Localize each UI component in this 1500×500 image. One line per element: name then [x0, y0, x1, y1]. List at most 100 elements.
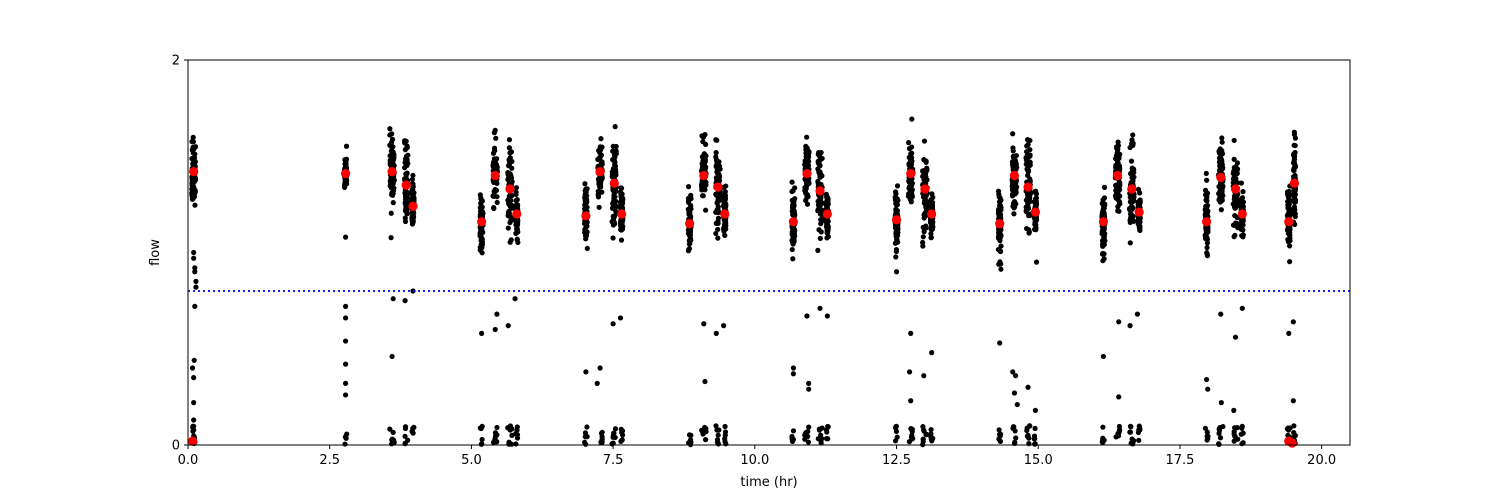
data-point: [479, 436, 485, 443]
data-point: [582, 181, 588, 187]
data-point: [816, 227, 822, 233]
data-point: [819, 425, 825, 431]
data-point: [513, 230, 519, 236]
data-point: [997, 202, 1003, 209]
median-marker: [1289, 178, 1300, 188]
median-marker: [1134, 207, 1144, 217]
data-point: [1115, 208, 1121, 214]
outlier-point: [1286, 330, 1292, 336]
median-markers-layer: [187, 167, 1300, 448]
y-tick-label: 2: [172, 54, 180, 69]
x-axis-label: time (hr): [740, 475, 797, 490]
data-point: [1137, 227, 1143, 233]
outlier-point: [1032, 407, 1039, 413]
data-point: [1032, 221, 1038, 227]
data-point: [505, 225, 511, 231]
data-point: [390, 429, 396, 435]
outlier-point: [583, 369, 589, 375]
data-point: [599, 189, 605, 195]
data-point: [997, 195, 1003, 201]
data-point: [1203, 209, 1209, 215]
data-point: [410, 213, 416, 219]
data-point: [1291, 204, 1298, 210]
data-point: [403, 189, 409, 196]
data-point: [1013, 435, 1019, 441]
data-point: [189, 139, 195, 145]
outlier-point: [494, 311, 500, 317]
data-point: [908, 194, 914, 201]
data-point: [583, 441, 589, 447]
data-point: [893, 423, 899, 430]
data-point: [492, 430, 499, 436]
data-point: [1202, 425, 1208, 431]
data-point: [1216, 441, 1222, 447]
data-point: [507, 172, 514, 178]
data-point: [1101, 226, 1107, 232]
data-point: [825, 228, 831, 234]
outlier-point: [817, 305, 823, 311]
outlier-point: [191, 417, 197, 423]
median-marker: [920, 184, 930, 194]
data-point: [803, 197, 809, 203]
data-point: [403, 206, 409, 212]
data-point: [804, 201, 811, 207]
data-point: [806, 424, 812, 430]
x-axis-ticks: 0.0 2.5 5.0 7.5 10.0 12.5 15.0 17.5 20.0: [178, 445, 1336, 468]
data-point: [722, 429, 729, 435]
data-point: [920, 234, 926, 240]
data-point: [1130, 132, 1136, 138]
data-point: [1292, 211, 1298, 217]
data-point: [513, 191, 519, 198]
data-point: [998, 261, 1004, 267]
data-point: [1136, 437, 1142, 443]
data-point: [1100, 207, 1106, 213]
data-point: [1031, 436, 1037, 442]
median-marker: [609, 178, 619, 188]
data-point: [686, 432, 693, 438]
data-point: [619, 200, 626, 206]
data-point: [998, 243, 1004, 249]
data-point: [192, 202, 198, 208]
data-point: [610, 216, 617, 222]
data-point: [610, 143, 616, 149]
outlier-point: [505, 323, 511, 329]
data-point: [506, 137, 513, 143]
data-point: [715, 209, 721, 216]
x-tick-label: 0.0: [178, 453, 199, 468]
data-point: [513, 222, 519, 228]
data-point: [922, 210, 928, 216]
data-point: [1116, 154, 1122, 161]
outlier-point: [1231, 407, 1237, 413]
data-point: [804, 134, 810, 140]
data-point: [597, 149, 603, 155]
data-point: [823, 191, 829, 197]
data-point: [619, 437, 625, 443]
data-point: [791, 199, 797, 205]
outlier-point: [1134, 311, 1141, 317]
data-point: [479, 423, 485, 429]
data-point: [790, 428, 797, 434]
data-point: [908, 182, 915, 188]
data-point: [513, 185, 520, 191]
data-point: [789, 231, 795, 238]
data-point: [702, 437, 709, 443]
data-point: [343, 156, 350, 162]
data-point: [507, 239, 513, 245]
data-point: [597, 184, 603, 190]
data-point: [815, 247, 821, 253]
data-point: [790, 238, 796, 244]
y-tick-label: 0: [172, 439, 180, 454]
data-point: [716, 173, 722, 179]
data-point: [715, 215, 722, 221]
data-point: [803, 161, 809, 167]
data-point: [599, 144, 605, 150]
data-point: [387, 426, 393, 432]
data-point: [193, 144, 199, 150]
outlier-point: [1205, 386, 1211, 392]
y-axis-label: flow: [148, 239, 163, 266]
data-point: [493, 135, 499, 141]
outlier-point: [617, 315, 624, 321]
data-point: [703, 207, 709, 213]
data-point: [908, 162, 914, 168]
